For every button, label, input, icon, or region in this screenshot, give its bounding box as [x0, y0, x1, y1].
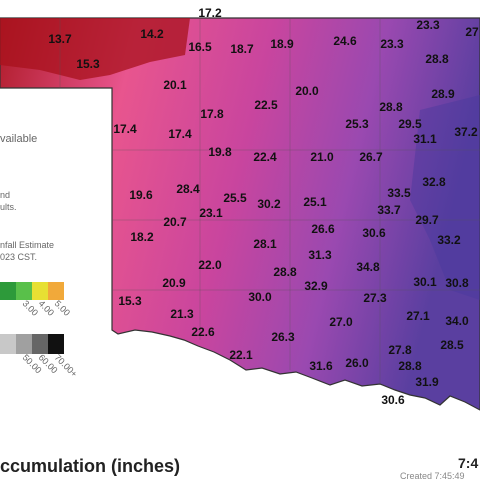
station-value: 33.5: [387, 186, 411, 200]
footer-created: Created 7:45:49: [400, 471, 465, 480]
station-value: 30.6: [362, 226, 386, 240]
station-value: 25.3: [345, 117, 369, 131]
station-value: 22.4: [253, 150, 277, 164]
station-value: 27.0: [329, 315, 353, 329]
station-value: 20.7: [163, 215, 187, 229]
legend-colors: [0, 282, 64, 354]
station-value: 23.3: [416, 18, 440, 32]
dark-region: [0, 18, 190, 80]
station-value: 32.8: [422, 175, 446, 189]
station-value: 30.1: [413, 275, 437, 289]
station-value: 15.3: [76, 57, 100, 71]
station-value: 26.0: [345, 356, 369, 370]
station-value: 28.8: [398, 359, 422, 373]
station-value: 33.2: [437, 233, 461, 247]
station-value: 30.2: [257, 197, 281, 211]
station-value: 20.9: [162, 276, 186, 290]
station-value: 26.7: [359, 150, 383, 164]
station-value: 31.6: [309, 359, 333, 373]
county-lines: [59, 18, 480, 385]
station-value: 18.2: [130, 230, 154, 244]
station-value: 19.8: [208, 145, 232, 159]
station-value: 16.5: [188, 40, 212, 54]
station-value: 30.6: [381, 393, 405, 407]
footer-time: 7:4: [458, 455, 478, 471]
station-value: 28.8: [379, 100, 403, 114]
station-value: 29.7: [415, 213, 439, 227]
station-value: 31.3: [308, 248, 332, 262]
station-value: 25.5: [223, 191, 247, 205]
station-value: 21.0: [310, 150, 334, 164]
purple-region: [410, 95, 480, 300]
station-value: 29.5: [398, 117, 422, 131]
station-value: 22.1: [229, 348, 253, 362]
station-value: 28.5: [440, 338, 464, 352]
station-value: 13.7: [48, 32, 72, 46]
station-value: 27: [465, 25, 479, 39]
station-value: 17.8: [200, 107, 224, 121]
station-value: 24.6: [333, 34, 357, 48]
station-value: 28.1: [253, 237, 277, 251]
station-value: 17.4: [168, 127, 192, 141]
station-value: 33.7: [377, 203, 401, 217]
station-value: 34.0: [445, 314, 469, 328]
station-value: 25.1: [303, 195, 327, 209]
side-text: 023 CST.: [0, 252, 37, 262]
station-value: 28.9: [431, 87, 455, 101]
station-value: 18.9: [270, 37, 294, 51]
footer-title: ccumulation (inches): [0, 456, 180, 476]
station-value: 26.6: [311, 222, 335, 236]
station-value: 28.4: [176, 182, 200, 196]
station-value: 20.1: [163, 78, 187, 92]
station-value: 21.3: [170, 307, 194, 321]
station-value: 37.2: [454, 125, 478, 139]
station-value: 30.8: [445, 276, 469, 290]
station-value: 22.0: [198, 258, 222, 272]
station-value: 14.2: [140, 27, 164, 41]
station-value: 20.0: [295, 84, 319, 98]
station-value: 23.1: [199, 206, 223, 220]
legend-label: 5.00: [53, 298, 72, 317]
station-value: 17.2: [198, 6, 222, 20]
station-value: 30.0: [248, 290, 272, 304]
station-value: 19.6: [129, 188, 153, 202]
station-value: 32.9: [304, 279, 328, 293]
side-text: ults.: [0, 202, 17, 212]
legend-label: 3.00: [21, 298, 40, 317]
side-text: nfall Estimate: [0, 240, 54, 250]
station-value: 31.1: [413, 132, 437, 146]
station-value: 22.5: [254, 98, 278, 112]
side-text: nd: [0, 190, 10, 200]
station-value: 28.8: [425, 52, 449, 66]
station-value: 26.3: [271, 330, 295, 344]
station-value: 27.8: [388, 343, 412, 357]
station-value: 31.9: [415, 375, 439, 389]
station-value: 27.1: [406, 309, 430, 323]
station-value: 27.3: [363, 291, 387, 305]
station-value: 22.6: [191, 325, 215, 339]
station-value: 28.8: [273, 265, 297, 279]
station-value: 17.4: [113, 122, 137, 136]
station-value: 23.3: [380, 37, 404, 51]
station-value: 18.7: [230, 42, 254, 56]
station-value: 34.8: [356, 260, 380, 274]
state-outline: [0, 17, 480, 411]
station-value: 15.3: [118, 294, 142, 308]
legend-label: 4.00: [37, 298, 56, 317]
side-text: vailable: [0, 133, 37, 145]
